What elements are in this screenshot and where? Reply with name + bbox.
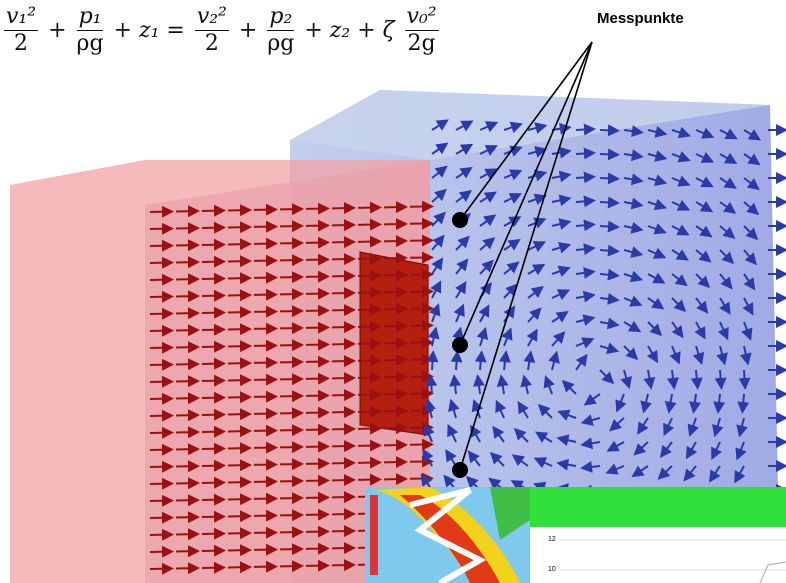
denominator: 2 [14,31,28,57]
operator: + z₁ = [114,18,185,43]
operator: + [239,18,257,43]
arrow [600,178,618,179]
arrow [600,154,618,155]
arrow [576,177,594,178]
arrow [456,352,457,370]
fraction: v₂²2 [195,4,229,57]
cfd-scene: 12 10 [0,0,786,583]
operator: + [48,18,66,43]
fraction: v₁²2 [4,4,38,57]
numerator: p₂ [267,4,294,31]
arrow [720,370,721,388]
arrow [600,226,618,227]
denominator: 2 [205,31,219,57]
inset-label: 10 [548,566,556,573]
equation: v₁²2+p₁ρg+ z₁ =v₂²2+p₂ρg+ z₂ + ζv₀²2g [0,4,443,57]
arrow [600,202,618,203]
numerator: v₀² [405,4,439,31]
denominator: ρg [267,31,294,57]
inset-label: 12 [548,536,556,543]
arrow [576,129,594,130]
measure-point [452,337,468,353]
measure-point [452,212,468,228]
numerator: v₁² [4,4,38,31]
arrow [744,370,745,388]
fraction: p₁ρg [77,4,104,57]
arrow [576,153,594,154]
measure-point [452,462,468,478]
arrow [432,352,433,370]
inset: 12 10 [365,487,786,583]
operator: + z₂ + ζ [304,18,394,43]
denominator: ρg [77,31,104,57]
arrow [600,130,618,131]
page: 12 10 v₁²2+p₁ρg+ z₁ =v₂²2+p₂ρg+ z₂ + ζv₀… [0,0,786,583]
arrow [600,250,618,251]
denominator: 2g [408,31,436,57]
annotation: Messpunkte [597,10,684,27]
numerator: p₁ [77,4,104,31]
numerator: v₂² [195,4,229,31]
arrow [576,201,594,202]
